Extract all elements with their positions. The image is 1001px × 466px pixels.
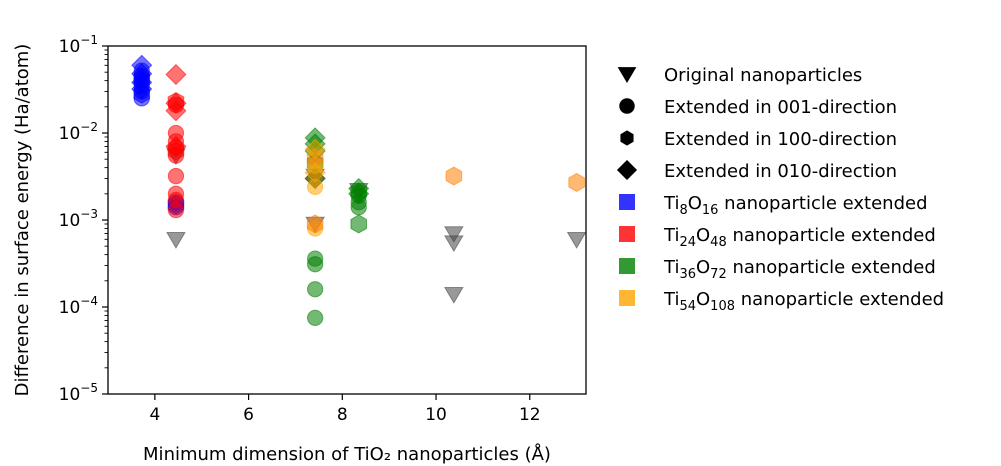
x-axis: 4 6 8 10 12 [149,394,541,425]
x-tick-label: 4 [149,405,160,425]
data-point-diamond [304,162,326,184]
data-point-diamond [165,92,187,114]
legend-marker-diamond [616,159,638,181]
legend-label: Ti8O16 nanoparticle extended [663,193,928,218]
y-axis-label: Difference in surface energy (Ha/atom) [12,44,33,397]
legend-marker-circle [619,98,635,114]
legend-marker-triangle-down [617,67,637,84]
y-tick-label: 10−3 [59,207,98,231]
legend-marker-hexagon [620,130,634,146]
data-point-diamond [348,177,370,200]
data-point-triangle-down [566,232,587,249]
legend-label: Ti24O48 nanoparticle extended [663,225,936,250]
legend-label: Original nanoparticles [664,65,862,86]
data-point-diamond [165,135,187,158]
y-axis: 10−5 10−4 10−3 10−2 10−1 [59,33,108,405]
data-point-hexagon [350,214,368,234]
data-point-hexagon [568,172,585,193]
data-point-circle [306,250,324,267]
x-axis-label: Minimum dimension of TiO₂ nanoparticles … [143,443,551,465]
x-tick-label: 12 [519,405,541,425]
data-point-triangle-down [443,226,464,244]
legend-label: Ti54O108 nanoparticle extended [663,289,944,314]
data-point-triangle-down [166,232,186,249]
y-tick-label: 10−4 [59,294,98,318]
y-tick-label: 10−5 [59,381,98,405]
legend-swatch [619,194,635,210]
data-point-circle [306,309,324,327]
legend-swatch [619,226,635,242]
data-point-circle [306,281,324,298]
data-point-hexagon [306,214,324,234]
data-point-circle [167,185,185,202]
legend-label: Ti36O72 nanoparticle extended [663,257,936,282]
data-point-triangle-down [443,287,464,304]
data-points [131,54,587,327]
legend-swatch [619,258,635,274]
data-point-hexagon [445,166,463,186]
x-tick-label: 8 [337,405,348,425]
data-point-diamond [165,63,187,86]
legend-label: Extended in 100-direction [664,129,897,150]
legend-label: Extended in 010-direction [664,161,897,182]
y-tick-label: 10−1 [59,33,98,57]
data-point-circle [167,167,185,185]
data-point-diamond [131,54,153,76]
legend: Original nanoparticles Extended in 001-di… [616,65,944,314]
y-tick-label: 10−2 [59,120,98,144]
legend-label: Extended in 001-direction [664,97,897,118]
data-point-diamond [304,138,326,160]
legend-swatch [619,290,635,306]
x-tick-label: 6 [243,405,254,425]
x-tick-label: 10 [425,405,447,425]
